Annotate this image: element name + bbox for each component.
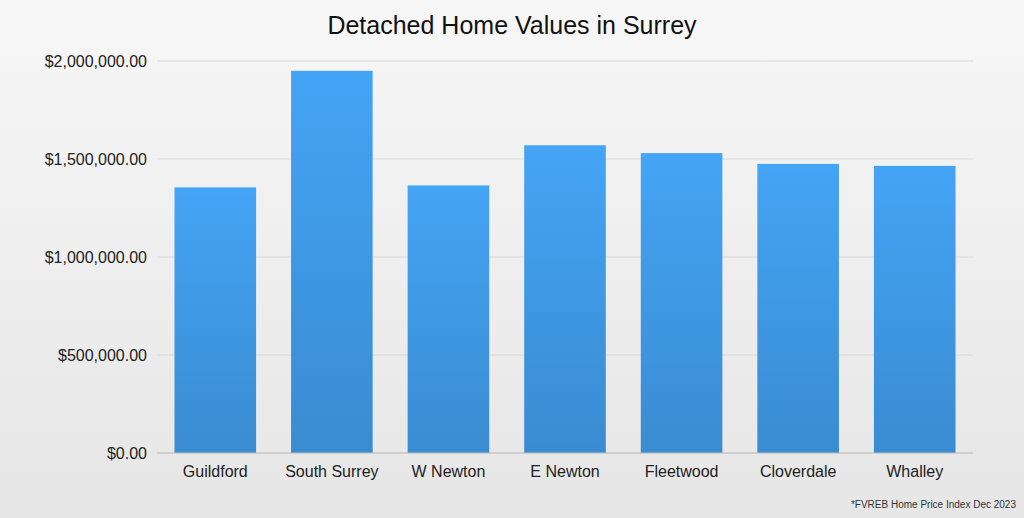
x-tick: Cloverdale [760, 453, 837, 480]
plot: $0.00 $500,000.00 $1,000,000.00 $1,500,000.… [45, 53, 973, 481]
bar [174, 187, 256, 453]
x-tick: South Surrey [285, 453, 378, 480]
chart: Detached Home Values in Surrey $0.00 $500,… [0, 0, 1024, 518]
y-tick-label: $500,000.00 [58, 347, 147, 364]
bars [174, 71, 955, 453]
x-tick-label: Fleetwood [645, 463, 719, 480]
grid-line [157, 61, 973, 62]
title: Detached Home Values in Surrey [327, 11, 697, 39]
x-tick-label: Guildford [183, 463, 248, 480]
bar [408, 185, 490, 453]
x-tick: Guildford [183, 453, 248, 480]
y-tick-label: $1,500,000.00 [45, 151, 147, 168]
x-tick: W Newton [412, 453, 486, 480]
x-tick-label: E Newton [530, 463, 599, 480]
y-tick: $1,500,000.00 [45, 151, 157, 168]
y-tick-label: $2,000,000.00 [45, 53, 147, 70]
y-tick-label: $1,000,000.00 [45, 249, 147, 266]
annotation: *FVREB Home Price Index Dec 2023 [851, 499, 1017, 510]
x-tick-label: Cloverdale [760, 463, 837, 480]
y-tick: $2,000,000.00 [45, 53, 157, 70]
bar [291, 71, 373, 453]
x-tick-label: South Surrey [285, 463, 378, 480]
y-axis: $0.00 $500,000.00 $1,000,000.00 $1,500,000.… [45, 53, 158, 462]
bar [524, 145, 606, 453]
y-tick: $0.00 [107, 445, 157, 462]
grid-line [157, 453, 973, 454]
y-tick-label: $0.00 [107, 445, 147, 462]
y-tick: $500,000.00 [58, 347, 157, 364]
x-tick: E Newton [530, 453, 599, 480]
y-tick: $1,000,000.00 [45, 249, 157, 266]
x-axis-line [157, 453, 973, 454]
x-tick-label: W Newton [412, 463, 486, 480]
x-tick: Whalley [886, 453, 943, 480]
grid [157, 61, 973, 453]
bar [757, 164, 839, 453]
x-axis: Guildford South Surrey W Newton E Newton Fle… [157, 453, 973, 480]
background [0, 0, 1024, 518]
x-tick: Fleetwood [645, 453, 719, 480]
bar [641, 153, 723, 453]
y-axis-line [157, 62, 158, 454]
bar [874, 166, 956, 453]
x-tick-label: Whalley [886, 463, 943, 480]
